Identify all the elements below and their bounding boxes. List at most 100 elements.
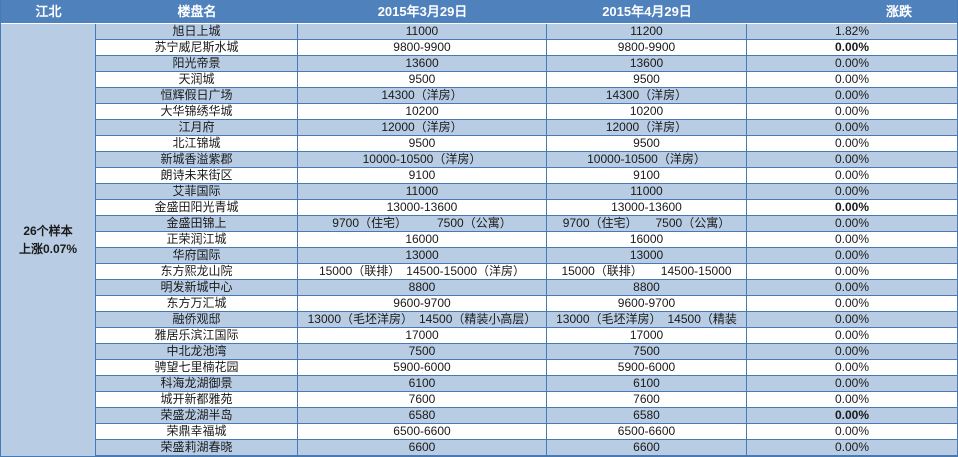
march-price-cell[interactable]: 13000 bbox=[298, 248, 547, 263]
april-price-cell[interactable]: 6580 bbox=[547, 408, 747, 423]
march-price-cell[interactable]: 8800 bbox=[298, 280, 547, 295]
march-price-cell[interactable]: 10000-10500（洋房） bbox=[298, 152, 547, 167]
change-cell[interactable]: 1.82% bbox=[747, 24, 957, 39]
change-cell[interactable]: 0.00% bbox=[747, 104, 957, 119]
change-cell[interactable]: 0.00% bbox=[747, 296, 957, 311]
april-price-cell[interactable]: 8800 bbox=[547, 280, 747, 295]
property-name-cell[interactable]: 天润城 bbox=[96, 72, 298, 87]
march-price-cell[interactable]: 6580 bbox=[298, 408, 547, 423]
property-name-cell[interactable]: 正荣润江城 bbox=[96, 232, 298, 247]
change-cell[interactable]: 0.00% bbox=[747, 72, 957, 87]
march-price-cell[interactable]: 10200 bbox=[298, 104, 547, 119]
april-price-cell[interactable]: 9500 bbox=[547, 136, 747, 151]
march-price-cell[interactable]: 7600 bbox=[298, 392, 547, 407]
property-name-cell[interactable]: 东方万汇城 bbox=[96, 296, 298, 311]
property-name-cell[interactable]: 华府国际 bbox=[96, 248, 298, 263]
march-price-cell[interactable]: 15000（联排） 14500-15000（洋房） bbox=[298, 264, 547, 279]
change-cell[interactable]: 0.00% bbox=[747, 168, 957, 183]
property-name-cell[interactable]: 恒辉假日广场 bbox=[96, 88, 298, 103]
march-price-cell[interactable]: 16000 bbox=[298, 232, 547, 247]
change-cell[interactable]: 0.00% bbox=[747, 200, 957, 215]
property-name-cell[interactable]: 北江锦城 bbox=[96, 136, 298, 151]
property-name-cell[interactable]: 荣盛莉湖春晓 bbox=[96, 440, 298, 455]
property-name-cell[interactable]: 江月府 bbox=[96, 120, 298, 135]
change-cell[interactable]: 0.00% bbox=[747, 232, 957, 247]
property-name-cell[interactable]: 大华锦绣华城 bbox=[96, 104, 298, 119]
change-cell[interactable]: 0.00% bbox=[747, 360, 957, 375]
april-price-cell[interactable]: 9800-9900 bbox=[547, 40, 747, 55]
march-price-cell[interactable]: 13000（毛坯洋房） 14500（精装小高层） bbox=[298, 312, 547, 327]
april-price-cell[interactable]: 7500 bbox=[547, 344, 747, 359]
april-price-cell[interactable]: 17000 bbox=[547, 328, 747, 343]
april-price-cell[interactable]: 11000 bbox=[547, 184, 747, 199]
header-region[interactable]: 江北 bbox=[35, 4, 62, 19]
april-price-cell[interactable]: 15000（联排） 14500-15000 bbox=[547, 264, 747, 279]
header-property-name[interactable]: 楼盘名 bbox=[177, 4, 217, 19]
april-price-cell[interactable]: 16000 bbox=[547, 232, 747, 247]
march-price-cell[interactable]: 9500 bbox=[298, 72, 547, 87]
march-price-cell[interactable]: 9700（住宅） 7500（公寓） bbox=[298, 216, 547, 231]
change-cell[interactable]: 0.00% bbox=[747, 184, 957, 199]
property-name-cell[interactable]: 融侨观邸 bbox=[96, 312, 298, 327]
april-price-cell[interactable]: 9500 bbox=[547, 72, 747, 87]
property-name-cell[interactable]: 金盛田阳光青城 bbox=[96, 200, 298, 215]
change-cell[interactable]: 0.00% bbox=[747, 40, 957, 55]
property-name-cell[interactable]: 旭日上城 bbox=[96, 24, 298, 39]
march-price-cell[interactable]: 13000-13600 bbox=[298, 200, 547, 215]
property-name-cell[interactable]: 城开新都雅苑 bbox=[96, 392, 298, 407]
march-price-cell[interactable]: 9600-9700 bbox=[298, 296, 547, 311]
change-cell[interactable]: 0.00% bbox=[747, 328, 957, 343]
march-price-cell[interactable]: 7500 bbox=[298, 344, 547, 359]
march-price-cell[interactable]: 6600 bbox=[298, 440, 547, 455]
property-name-cell[interactable]: 朗诗未来街区 bbox=[96, 168, 298, 183]
change-cell[interactable]: 0.00% bbox=[747, 376, 957, 391]
header-date-march[interactable]: 2015年3月29日 bbox=[377, 4, 468, 19]
march-price-cell[interactable]: 11000 bbox=[298, 24, 547, 39]
property-name-cell[interactable]: 明发新城中心 bbox=[96, 280, 298, 295]
april-price-cell[interactable]: 10000-10500（洋房） bbox=[547, 152, 747, 167]
change-cell[interactable]: 0.00% bbox=[747, 312, 957, 327]
april-price-cell[interactable]: 13000-13600 bbox=[547, 200, 747, 215]
change-cell[interactable]: 0.00% bbox=[747, 136, 957, 151]
april-price-cell[interactable]: 13000（毛坯洋房） 14500（精装 bbox=[547, 312, 747, 327]
property-name-cell[interactable]: 荣鼎幸福城 bbox=[96, 424, 298, 439]
april-price-cell[interactable]: 12000（洋房） bbox=[547, 120, 747, 135]
march-price-cell[interactable]: 9100 bbox=[298, 168, 547, 183]
property-name-cell[interactable]: 艾菲国际 bbox=[96, 184, 298, 199]
change-cell[interactable]: 0.00% bbox=[747, 120, 957, 135]
change-cell[interactable]: 0.00% bbox=[747, 88, 957, 103]
march-price-cell[interactable]: 9800-9900 bbox=[298, 40, 547, 55]
march-price-cell[interactable]: 6500-6600 bbox=[298, 424, 547, 439]
april-price-cell[interactable]: 11200 bbox=[547, 24, 747, 39]
change-cell[interactable]: 0.00% bbox=[747, 280, 957, 295]
march-price-cell[interactable]: 5900-6000 bbox=[298, 360, 547, 375]
property-name-cell[interactable]: 新城香溢紫郡 bbox=[96, 152, 298, 167]
april-price-cell[interactable]: 7600 bbox=[547, 392, 747, 407]
march-price-cell[interactable]: 11000 bbox=[298, 184, 547, 199]
april-price-cell[interactable]: 6500-6600 bbox=[547, 424, 747, 439]
march-price-cell[interactable]: 13600 bbox=[298, 56, 547, 71]
change-cell[interactable]: 0.00% bbox=[747, 56, 957, 71]
change-cell[interactable]: 0.00% bbox=[747, 440, 957, 455]
april-price-cell[interactable]: 13000 bbox=[547, 248, 747, 263]
change-cell[interactable]: 0.00% bbox=[747, 264, 957, 279]
change-cell[interactable]: 0.00% bbox=[747, 216, 957, 231]
march-price-cell[interactable]: 9500 bbox=[298, 136, 547, 151]
change-cell[interactable]: 0.00% bbox=[747, 408, 957, 423]
property-name-cell[interactable]: 荣盛龙湖半岛 bbox=[96, 408, 298, 423]
april-price-cell[interactable]: 6600 bbox=[547, 440, 747, 455]
april-price-cell[interactable]: 5900-6000 bbox=[547, 360, 747, 375]
region-summary-cell[interactable]: 26个样本 上涨0.07% bbox=[1, 24, 96, 456]
change-cell[interactable]: 0.00% bbox=[747, 392, 957, 407]
property-name-cell[interactable]: 东方熙龙山院 bbox=[96, 264, 298, 279]
property-name-cell[interactable]: 中北龙池湾 bbox=[96, 344, 298, 359]
april-price-cell[interactable]: 14300（洋房） bbox=[547, 88, 747, 103]
header-date-april[interactable]: 2015年4月29日 bbox=[602, 4, 692, 19]
property-name-cell[interactable]: 金盛田锦上 bbox=[96, 216, 298, 231]
property-name-cell[interactable]: 苏宁威尼斯水城 bbox=[96, 40, 298, 55]
change-cell[interactable]: 0.00% bbox=[747, 152, 957, 167]
property-name-cell[interactable]: 科海龙湖御景 bbox=[96, 376, 298, 391]
april-price-cell[interactable]: 9100 bbox=[547, 168, 747, 183]
property-name-cell[interactable]: 骋望七里楠花园 bbox=[96, 360, 298, 375]
april-price-cell[interactable]: 9600-9700 bbox=[547, 296, 747, 311]
